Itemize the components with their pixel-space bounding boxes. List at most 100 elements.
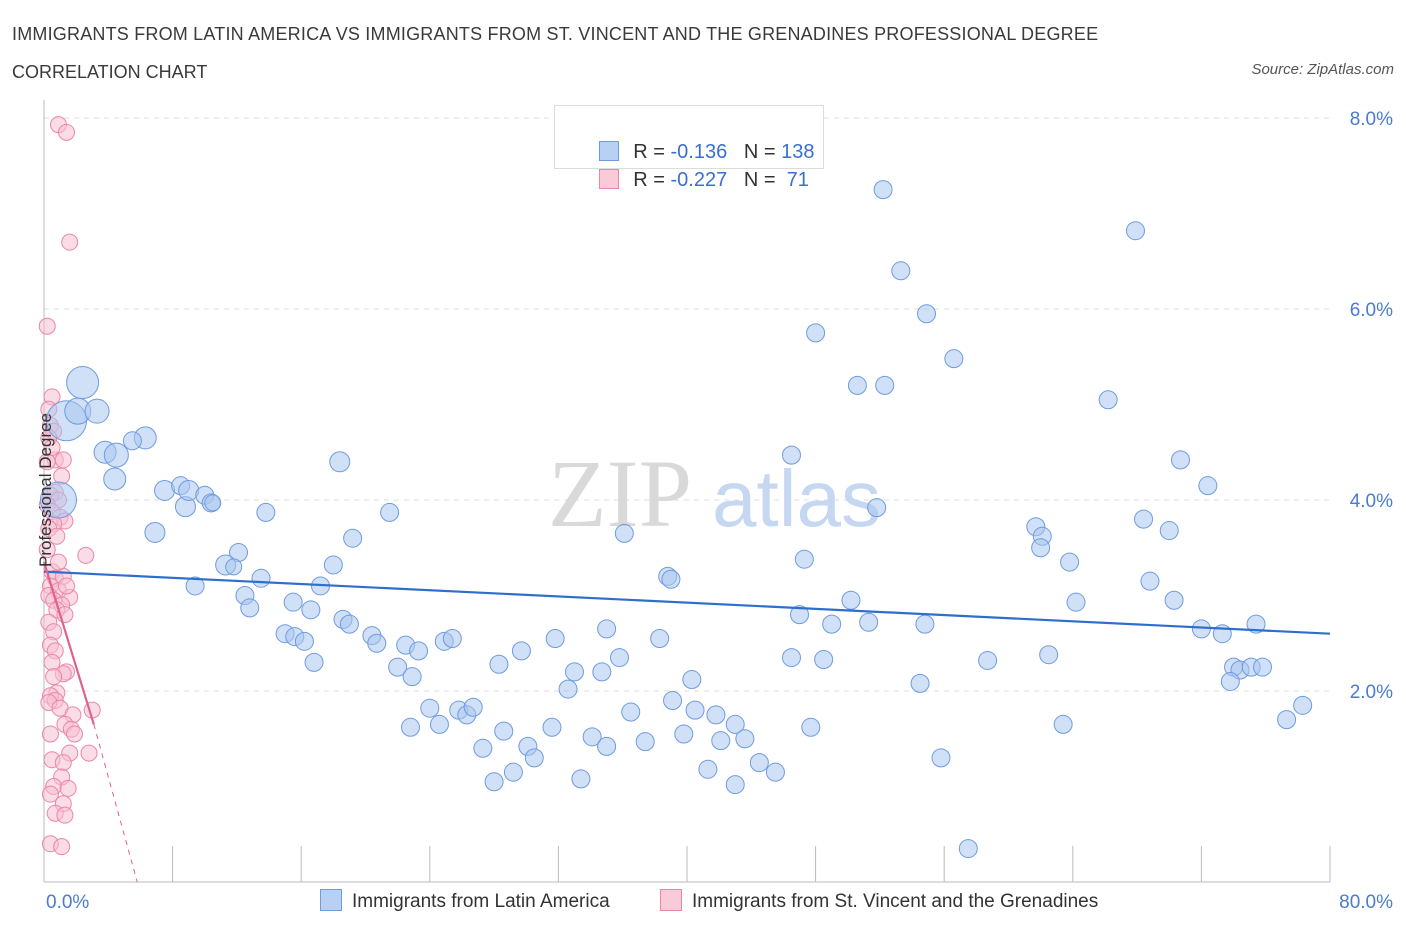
bottom-legend-item-pink: Immigrants from St. Vincent and the Gren… bbox=[660, 889, 1098, 915]
data-point-blue bbox=[841, 590, 861, 610]
legend-row-blue: R = -0.136 N = 138 bbox=[577, 110, 815, 163]
y-tick-label: 4.0% bbox=[1350, 491, 1393, 512]
data-point-blue bbox=[867, 498, 887, 518]
data-point-blue bbox=[1053, 714, 1073, 734]
data-point-blue bbox=[1171, 450, 1191, 470]
data-point-blue bbox=[917, 304, 937, 324]
data-point-pink bbox=[54, 754, 72, 772]
data-point-blue bbox=[781, 445, 801, 465]
data-point-blue bbox=[661, 569, 681, 589]
data-point-blue bbox=[484, 772, 504, 792]
legend-row-pink: R = -0.227 N = 71 bbox=[577, 138, 809, 191]
data-point-blue bbox=[859, 612, 879, 632]
data-point-blue bbox=[409, 641, 429, 661]
data-point-blue bbox=[103, 442, 129, 468]
data-point-blue bbox=[875, 375, 895, 395]
legend-r-value: -0.227 bbox=[670, 169, 728, 191]
data-point-blue bbox=[765, 762, 785, 782]
data-point-blue bbox=[283, 592, 303, 612]
data-point-blue bbox=[650, 628, 670, 648]
data-point-blue bbox=[931, 748, 951, 768]
bottom-legend-swatch-pink bbox=[660, 889, 682, 911]
data-point-blue bbox=[706, 705, 726, 725]
data-point-blue bbox=[1134, 509, 1154, 529]
legend-n-value: 138 bbox=[781, 141, 815, 163]
legend-r-label: R = bbox=[633, 169, 671, 191]
data-point-blue bbox=[1246, 614, 1266, 634]
data-point-blue bbox=[442, 628, 462, 648]
data-point-blue bbox=[749, 753, 769, 773]
data-point-pink bbox=[38, 317, 56, 335]
data-point-blue bbox=[1293, 695, 1313, 715]
data-point-pink bbox=[56, 806, 74, 824]
y-tick-label: 2.0% bbox=[1350, 682, 1393, 703]
data-point-blue bbox=[84, 398, 110, 424]
bottom-legend-item-blue: Immigrants from Latin America bbox=[320, 889, 610, 915]
legend-n-label: N = bbox=[743, 141, 782, 163]
data-point-blue bbox=[66, 366, 100, 400]
data-point-blue bbox=[891, 261, 911, 281]
data-point-pink bbox=[38, 541, 56, 559]
bottom-legend-label: Immigrants from St. Vincent and the Gren… bbox=[692, 891, 1099, 912]
data-point-blue bbox=[814, 649, 834, 669]
data-point-blue bbox=[597, 736, 617, 756]
data-point-blue bbox=[240, 598, 260, 618]
legend-r-value: -0.136 bbox=[670, 141, 728, 163]
data-point-blue bbox=[674, 724, 694, 744]
grid-lines bbox=[44, 117, 1330, 692]
data-point-blue bbox=[806, 323, 826, 343]
data-point-blue bbox=[429, 714, 449, 734]
data-point-blue bbox=[910, 673, 930, 693]
data-point-blue bbox=[294, 631, 314, 651]
data-point-blue bbox=[144, 521, 166, 543]
x-tick-label: 80.0% bbox=[1339, 892, 1393, 913]
data-point-blue bbox=[698, 759, 718, 779]
data-point-blue bbox=[621, 702, 641, 722]
data-point-blue bbox=[1277, 710, 1297, 730]
data-point-blue bbox=[725, 714, 745, 734]
y-axis-label: Professional Degree bbox=[36, 412, 55, 568]
data-point-blue bbox=[204, 494, 222, 512]
data-point-blue bbox=[524, 748, 544, 768]
data-point-blue bbox=[635, 732, 655, 752]
legend-n-label: N = bbox=[743, 169, 782, 191]
data-point-blue bbox=[1164, 590, 1184, 610]
data-point-blue bbox=[915, 614, 935, 634]
data-point-blue bbox=[1039, 645, 1059, 665]
data-point-blue bbox=[958, 839, 978, 859]
data-point-pink bbox=[66, 725, 84, 743]
source-label: Source: ZipAtlas.com bbox=[1251, 61, 1394, 78]
data-point-blue bbox=[1125, 221, 1145, 241]
data-point-blue bbox=[251, 568, 271, 588]
data-point-blue bbox=[1198, 476, 1218, 496]
data-point-blue bbox=[609, 648, 629, 668]
data-point-blue bbox=[367, 633, 387, 653]
data-point-blue bbox=[542, 717, 562, 737]
data-point-blue bbox=[388, 657, 408, 677]
data-point-blue bbox=[103, 467, 127, 491]
data-point-blue bbox=[1252, 657, 1272, 677]
data-point-blue bbox=[582, 727, 602, 747]
data-point-blue bbox=[402, 667, 422, 687]
data-point-blue bbox=[685, 700, 705, 720]
data-point-blue bbox=[329, 451, 351, 473]
data-point-blue bbox=[1191, 619, 1211, 639]
y-tick-label: 6.0% bbox=[1350, 300, 1393, 321]
data-point-blue bbox=[847, 375, 867, 395]
data-point-blue bbox=[564, 662, 584, 682]
data-point-blue bbox=[304, 652, 324, 672]
data-point-blue bbox=[39, 481, 77, 519]
data-point-pink bbox=[49, 553, 67, 571]
data-point-blue bbox=[503, 762, 523, 782]
data-point-blue bbox=[494, 721, 514, 741]
data-point-blue bbox=[473, 738, 493, 758]
watermark: ZIP atlas bbox=[548, 440, 881, 547]
data-point-pink bbox=[58, 577, 76, 595]
data-point-blue bbox=[545, 628, 565, 648]
data-point-pink bbox=[80, 744, 98, 762]
data-point-pink bbox=[41, 725, 59, 743]
data-point-blue bbox=[944, 349, 964, 369]
data-point-blue bbox=[822, 614, 842, 634]
data-point-blue bbox=[711, 731, 731, 751]
